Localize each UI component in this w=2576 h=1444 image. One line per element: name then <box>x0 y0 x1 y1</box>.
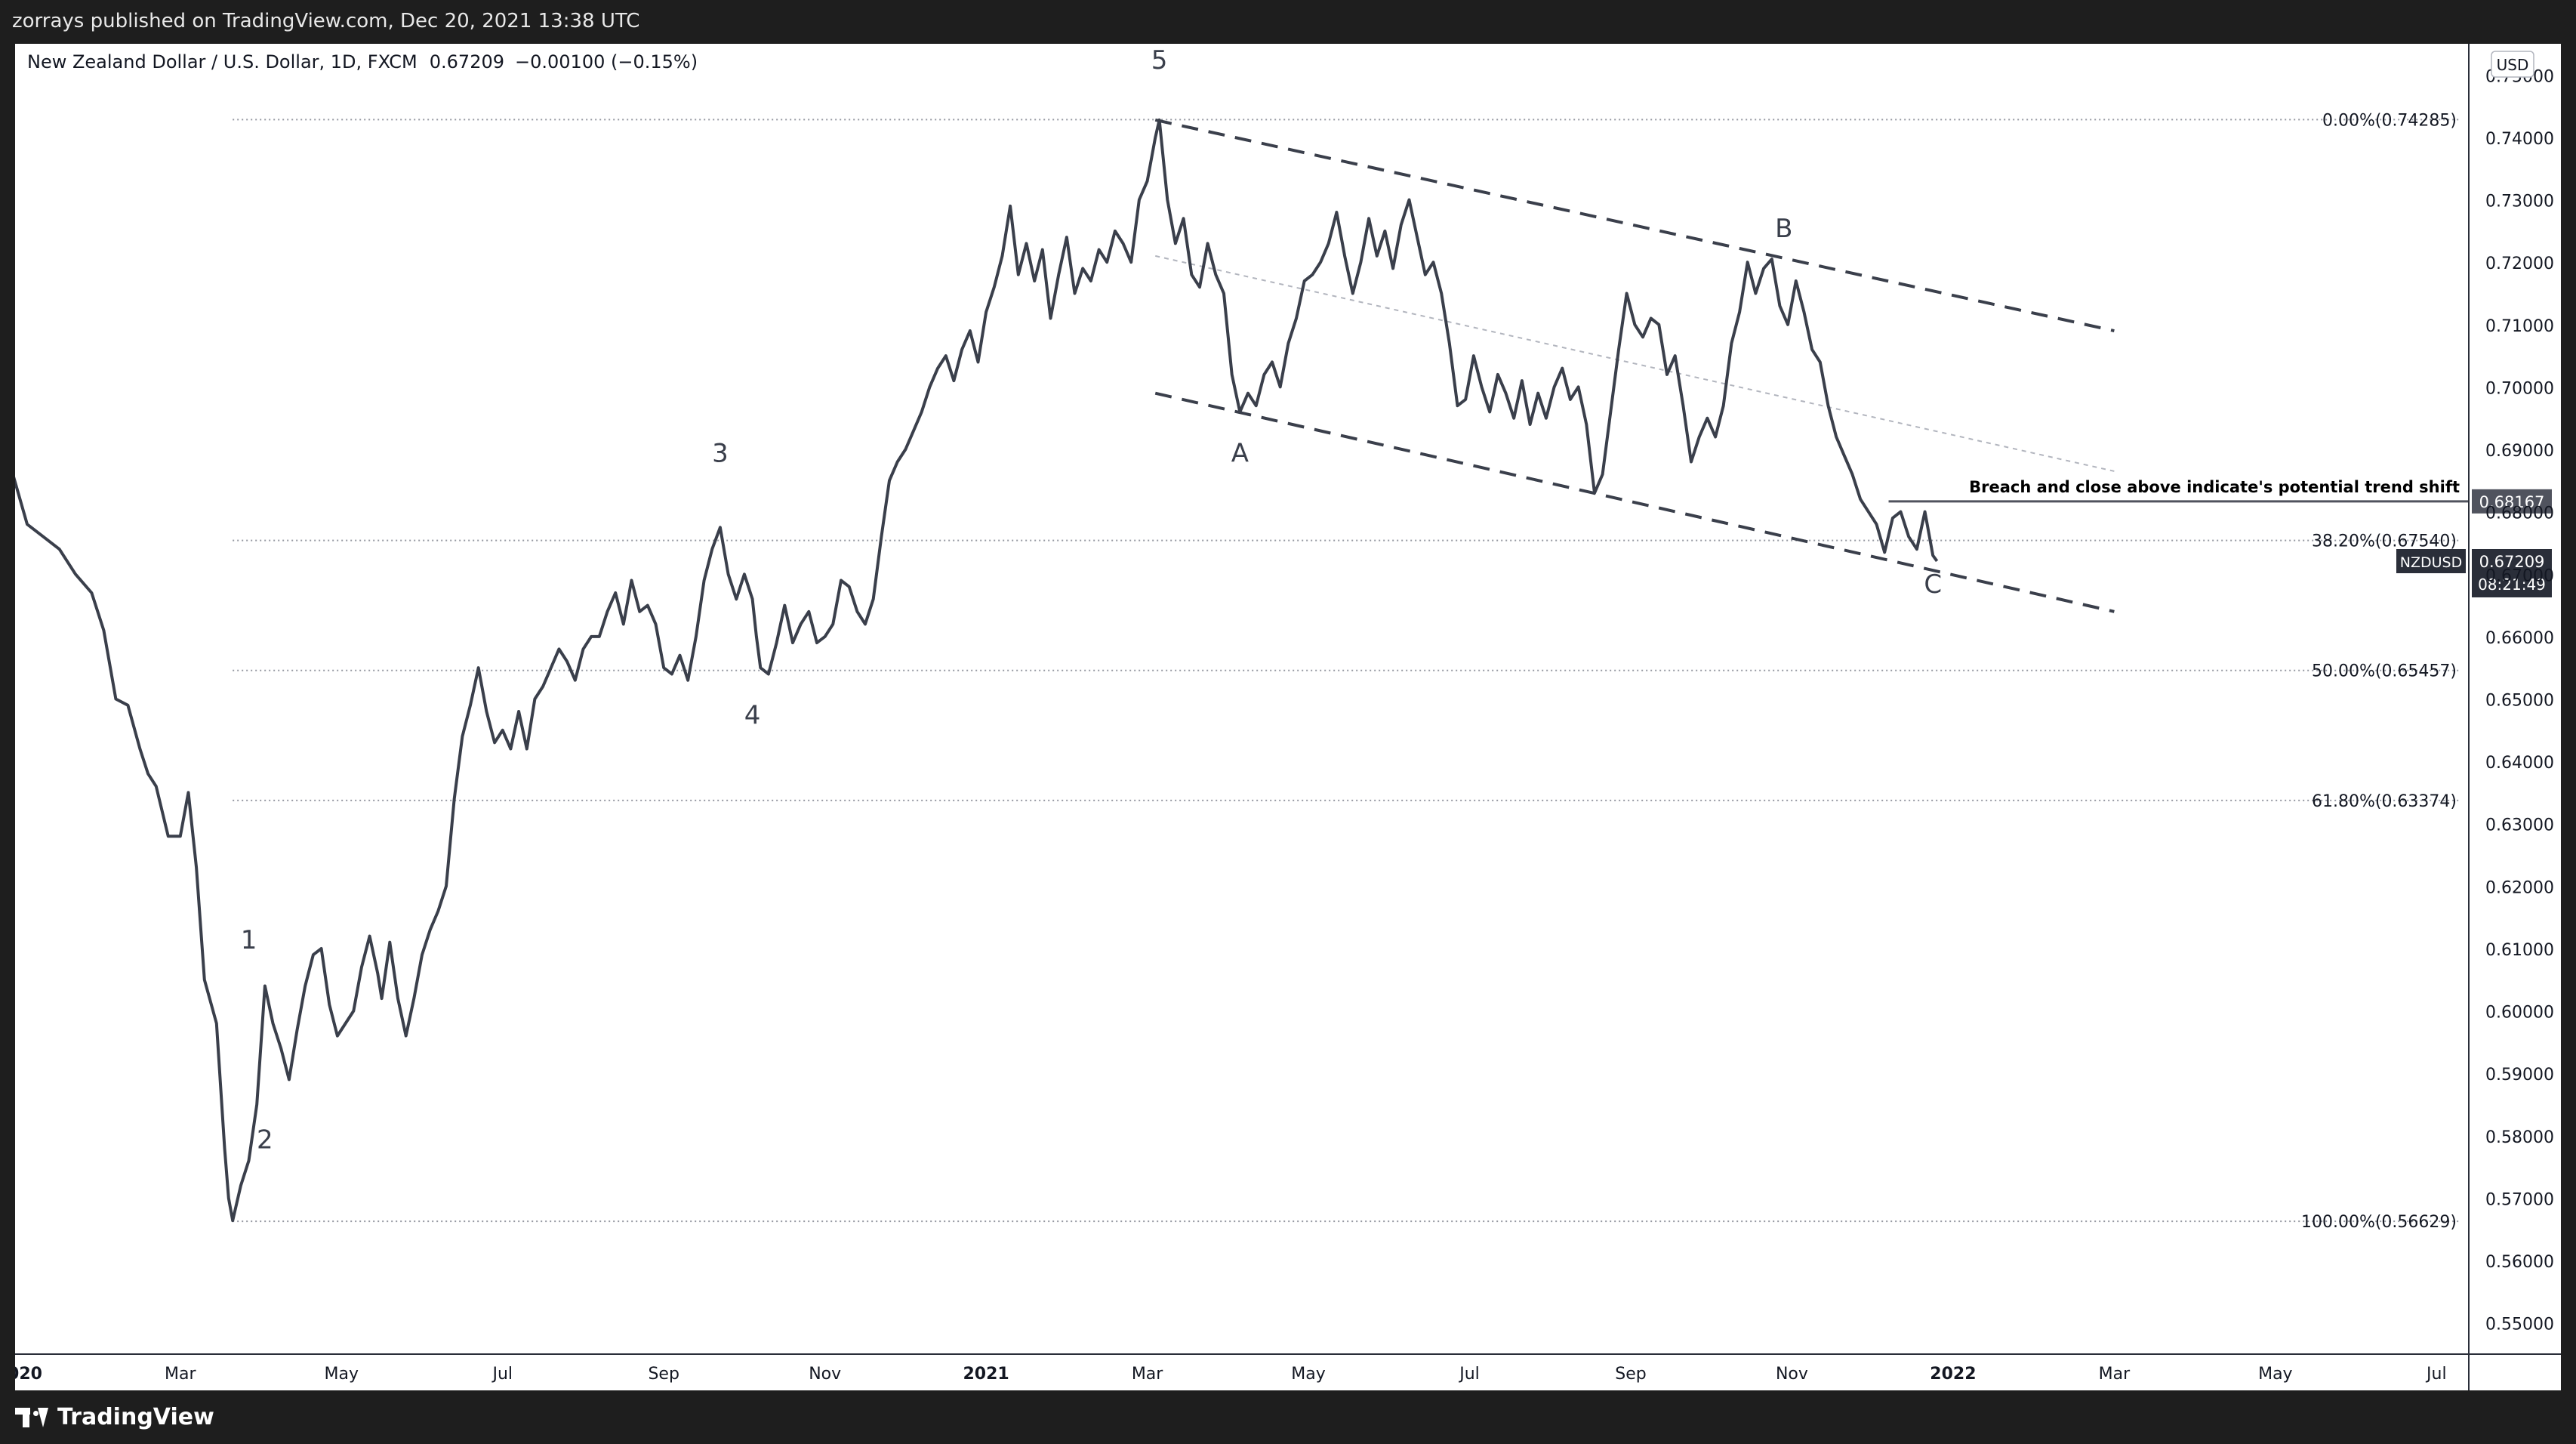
x-tick-label: Mar <box>2099 1365 2131 1384</box>
y-tick-label: 0.56000 <box>2485 1253 2554 1272</box>
y-tick-label: 0.69000 <box>2485 442 2554 461</box>
currency-label: USD <box>2497 56 2529 74</box>
wave-label: 1 <box>241 925 257 955</box>
x-tick-label: May <box>1291 1365 1325 1384</box>
x-tick-label: Nov <box>1776 1365 1808 1384</box>
wave-label: 5 <box>1151 45 1168 76</box>
currency-badge-box <box>2491 51 2534 78</box>
symbol-tag <box>2396 548 2466 573</box>
fib-level-label: 100.00%(0.56629) <box>2301 1213 2457 1232</box>
y-tick-label: 0.58000 <box>2485 1128 2554 1147</box>
trend-price-value: 0.68167 <box>2479 493 2545 511</box>
wave-label: B <box>1775 214 1792 244</box>
bar-countdown: 08:21:49 <box>2478 575 2546 594</box>
tradingview-logo[interactable]: TradingView <box>15 1404 214 1430</box>
wave-label: C <box>1924 569 1942 600</box>
fib-level-label: 38.20%(0.67540) <box>2312 532 2457 551</box>
wave-label: 3 <box>712 439 729 469</box>
y-tick-label: 0.68000 <box>2485 504 2554 523</box>
chart-title: New Zealand Dollar / U.S. Dollar, 1D, FX… <box>27 51 418 73</box>
x-tick-label: Sep <box>1615 1365 1646 1384</box>
footer-bar: TradingView <box>0 1390 2576 1444</box>
y-tick-label: 0.74000 <box>2485 130 2554 149</box>
y-tick-label: 0.59000 <box>2485 1066 2554 1085</box>
y-tick-label: 0.64000 <box>2485 754 2554 773</box>
y-tick-label: 0.73000 <box>2485 193 2554 211</box>
x-tick-label: Jul <box>2425 1365 2447 1384</box>
y-tick-label: 0.62000 <box>2485 878 2554 897</box>
channel-midline <box>1155 255 2115 472</box>
x-tick-label: Jul <box>491 1365 513 1384</box>
trend-price-tag <box>2472 489 2552 514</box>
price-series-line <box>9 118 1939 1223</box>
x-tick-label: Jul <box>1458 1365 1480 1384</box>
tradingview-brand: TradingView <box>57 1404 214 1430</box>
legend-change: −0.00100 (−0.15%) <box>515 51 698 73</box>
channel-boundary <box>1154 118 2115 333</box>
chart-frame[interactable]: 0.00%(0.74285) 38.20%(0.67540) 50.00%(0.65… <box>0 44 2561 1390</box>
channel-boundary <box>1154 391 2115 613</box>
wave-label: 2 <box>257 1125 273 1155</box>
x-tick-label: 2020 <box>15 1365 42 1384</box>
fib-level-label: 0.00%(0.74285) <box>2322 111 2457 130</box>
x-tick-label: May <box>325 1365 359 1384</box>
x-tick-label: 2021 <box>963 1365 1009 1384</box>
y-tick-label: 0.70000 <box>2485 379 2554 398</box>
x-tick-label: May <box>2258 1365 2292 1384</box>
y-tick-label: 0.57000 <box>2485 1190 2554 1209</box>
legend-last-price: 0.67209 <box>430 51 504 73</box>
y-tick-label: 0.65000 <box>2485 692 2554 711</box>
y-tick-label: 0.72000 <box>2485 255 2554 273</box>
wave-label: 4 <box>744 701 761 731</box>
x-tick-label: 2022 <box>1930 1365 1976 1384</box>
publish-header: zorrays published on TradingView.com, De… <box>0 0 2576 42</box>
publish-info: zorrays published on TradingView.com, De… <box>12 10 640 32</box>
trend-annotation: Breach and close above indicate's potent… <box>1969 478 2460 496</box>
symbol-tag-label: NZDUSD <box>2400 554 2462 571</box>
last-price-tag <box>2472 548 2552 597</box>
wave-label: A <box>1231 439 1249 469</box>
tradingview-logo-icon <box>15 1407 48 1427</box>
x-tick-label: Nov <box>809 1365 841 1384</box>
x-tick-label: Mar <box>1132 1365 1163 1384</box>
y-tick-label: 0.66000 <box>2485 629 2554 648</box>
fib-level-label: 61.80%(0.63374) <box>2312 792 2457 811</box>
y-tick-label: 0.63000 <box>2485 816 2554 835</box>
currency-badge: USD <box>2491 51 2534 78</box>
last-price-value: 0.67209 <box>2479 553 2545 571</box>
y-tick-label: 0.55000 <box>2485 1316 2554 1334</box>
y-tick-label: 0.61000 <box>2485 941 2554 960</box>
y-tick-label: 0.60000 <box>2485 1004 2554 1023</box>
price-chart[interactable]: 0.00%(0.74285) 38.20%(0.67540) 50.00%(0.65… <box>0 44 2561 1390</box>
fib-level-label: 50.00%(0.65457) <box>2312 662 2457 681</box>
y-tick-label: 0.71000 <box>2485 317 2554 336</box>
y-tick-label: 0.67000 <box>2485 566 2554 585</box>
x-tick-label: Mar <box>165 1365 196 1384</box>
x-tick-label: Sep <box>648 1365 679 1384</box>
